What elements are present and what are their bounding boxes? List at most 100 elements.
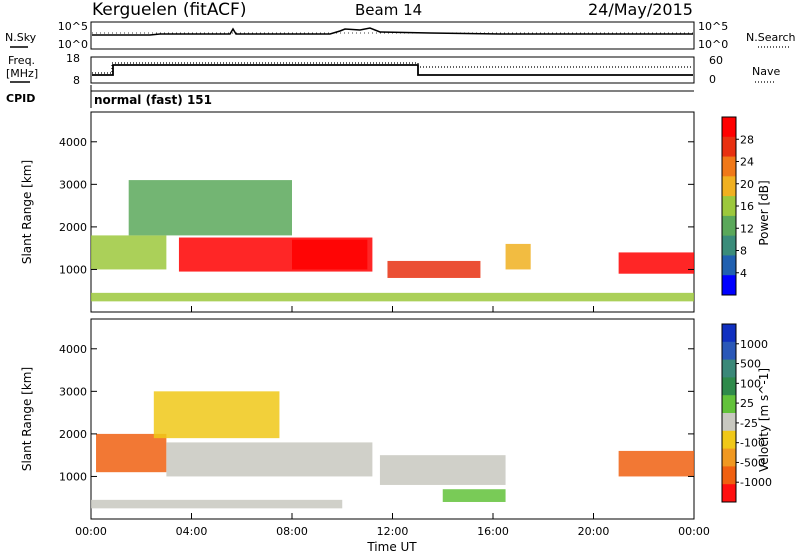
- velocity-y-tick-label: 1000: [59, 470, 87, 483]
- power-colorbar-tick-label: 20: [740, 178, 754, 191]
- nave-tick-top: 60: [709, 54, 723, 67]
- power-regions: [91, 180, 694, 302]
- nave-trace: [92, 62, 693, 74]
- power-y-axis: 1000 2000 3000 4000: [59, 136, 694, 276]
- velocity-echo-region: [153, 391, 280, 439]
- power-y-tick-label: 4000: [59, 136, 87, 149]
- velocity-colorbar-frame: [721, 323, 737, 503]
- nsky-trace: [92, 27, 693, 36]
- velocity-x-tick-label: 00:00: [678, 525, 710, 538]
- velocity-colorbar-swatch: [722, 359, 736, 378]
- velocity-x-tick-label: 08:00: [276, 525, 308, 538]
- velocity-colorbar-swatch: [722, 413, 736, 432]
- velocity-echo-region: [166, 442, 373, 477]
- power-echo-region: [292, 239, 368, 270]
- freq-label-line2: [MHz]: [6, 67, 38, 80]
- velocity-y-tick-label: 2000: [59, 428, 87, 441]
- velocity-x-tick-label: 04:00: [176, 525, 208, 538]
- nave-label: Nave: [752, 65, 780, 78]
- velocity-y-axis: 1000 2000 3000 4000: [59, 343, 694, 483]
- power-echo-region: [387, 260, 481, 278]
- freq-trace: [92, 64, 693, 76]
- velocity-x-tick-label: 12:00: [377, 525, 409, 538]
- power-colorbar-swatch: [722, 235, 736, 256]
- velocity-ylabel: Slant Range [km]: [20, 367, 34, 471]
- velocity-x-tick-label: 16:00: [477, 525, 509, 538]
- freq-strip-frame: [90, 56, 695, 84]
- velocity-x-tick-label: 20:00: [578, 525, 610, 538]
- velocity-colorbar-swatch: [722, 395, 736, 414]
- velocity-colorbar-swatch: [722, 430, 736, 450]
- power-colorbar-tick-label: 12: [740, 222, 754, 235]
- velocity-x-axis: 00:00 04:00 08:00 12:00 16:00 20:00 00:00: [75, 513, 710, 538]
- power-colorbar-label: Power [dB]: [757, 180, 771, 245]
- velocity-colorbar-tick-label: 100: [740, 377, 761, 390]
- velocity-colorbar-label: Velocity [m s^-1]: [757, 368, 771, 472]
- power-y-tick-label: 1000: [59, 263, 87, 276]
- power-colorbar-swatch: [722, 215, 736, 237]
- nsearch-tick-bottom: 10^0: [698, 38, 728, 51]
- nsky-tick-bottom: 10^0: [58, 38, 88, 51]
- velocity-colorbar-tick-label: -100: [740, 437, 765, 450]
- velocity-colorbar-swatch: [722, 466, 736, 485]
- velocity-echo-region: [618, 450, 694, 477]
- date-title: 24/May/2015: [588, 0, 693, 19]
- velocity-colorbar-swatch: [722, 484, 736, 503]
- nsearch-label: N.Search: [746, 31, 796, 44]
- velocity-echo-region: [96, 433, 167, 473]
- power-colorbar-swatch: [722, 117, 736, 138]
- freq-tick-bottom: 8: [73, 74, 80, 87]
- velocity-colorbar-tick-label: -1000: [740, 476, 772, 489]
- velocity-colorbar-tick-label: -25: [740, 417, 758, 430]
- nsky-strip-frame: [90, 21, 695, 50]
- power-colorbar-swatch: [722, 255, 736, 276]
- velocity-y-tick-label: 3000: [59, 385, 87, 398]
- velocity-colorbar-swatch: [722, 377, 736, 396]
- velocity-echo-region: [379, 455, 506, 485]
- power-echo-region: [618, 252, 694, 274]
- velocity-colorbar-swatch: [722, 324, 736, 343]
- station-title: Kerguelen (fitACF): [92, 0, 246, 20]
- power-colorbar-tick-label: 24: [740, 156, 754, 169]
- power-y-tick-label: 3000: [59, 178, 87, 191]
- velocity-echo-region: [91, 499, 343, 509]
- velocity-colorbar-tick-label: 25: [740, 397, 754, 410]
- nave-tick-bottom: 0: [709, 73, 716, 86]
- velocity-colorbar: 1000 500 100 25 -25 -100 -500 -1000: [721, 323, 772, 503]
- freq-label-line1: Freq.: [8, 54, 35, 67]
- power-y-tick-label: 2000: [59, 221, 87, 234]
- nsky-label: N.Sky: [5, 31, 37, 44]
- power-colorbar-swatch: [722, 275, 736, 296]
- beam-title: Beam 14: [355, 1, 422, 19]
- velocity-colorbar-swatch: [722, 448, 736, 467]
- power-colorbar-tick-label: 4: [740, 267, 747, 280]
- power-colorbar: 4 8 12 16 20 24 28: [721, 116, 754, 296]
- x-axis-label: Time UT: [366, 540, 417, 554]
- cpid-label: CPID: [6, 92, 35, 105]
- power-x-ticks: [90, 306, 695, 312]
- velocity-echo-region: [442, 489, 506, 502]
- power-colorbar-tick-label: 8: [740, 245, 747, 258]
- power-colorbar-swatch: [722, 176, 736, 197]
- power-colorbar-tick-label: 16: [740, 200, 754, 213]
- velocity-colorbar-tick-label: -500: [740, 456, 765, 469]
- power-echo-region: [505, 243, 531, 270]
- velocity-colorbar-tick-label: 1000: [740, 338, 768, 351]
- cpid-text: normal (fast) 151: [94, 93, 212, 107]
- velocity-regions: [91, 391, 694, 509]
- velocity-y-tick-label: 4000: [59, 343, 87, 356]
- power-ylabel: Slant Range [km]: [20, 160, 34, 264]
- nsearch-tick-top: 10^5: [698, 20, 728, 33]
- power-colorbar-swatch: [722, 136, 736, 158]
- velocity-colorbar-tick-label: 500: [740, 358, 761, 371]
- power-echo-region: [91, 292, 694, 302]
- nsky-tick-top: 10^5: [58, 20, 88, 33]
- power-colorbar-swatch: [722, 156, 736, 177]
- velocity-panel: 1000 2000 3000 4000 00:00 04:00 08:00 12:00 16:…: [20, 318, 710, 554]
- power-echo-region: [91, 235, 167, 270]
- power-colorbar-swatch: [722, 196, 736, 217]
- power-colorbar-tick-label: 28: [740, 133, 754, 146]
- power-echo-region: [128, 180, 292, 236]
- velocity-colorbar-swatch: [722, 341, 736, 361]
